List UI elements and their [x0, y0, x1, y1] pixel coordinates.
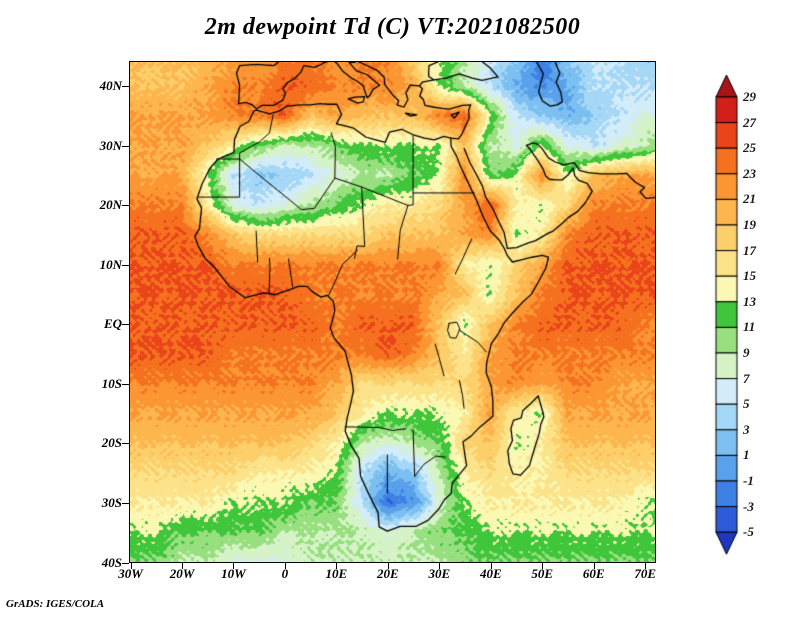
y-tick-mark [122, 205, 129, 207]
colorbar-label: 27 [743, 114, 756, 130]
colorbar-label: 19 [743, 217, 756, 232]
x-tick-mark [593, 563, 595, 569]
x-tick-mark [181, 563, 183, 569]
x-tick-label: 0 [281, 566, 289, 581]
y-tick-label: 10N [99, 256, 122, 272]
x-tick-mark [645, 563, 647, 569]
x-tick-label: 30E [428, 566, 451, 581]
colorbar-label: 7 [743, 370, 750, 386]
x-tick-label: 70E [634, 566, 657, 581]
x-tick-label: 10E [325, 566, 348, 581]
x-tick-label: 10W [221, 566, 246, 581]
y-tick-label: 20S [101, 435, 122, 451]
colorbar-label: 11 [743, 319, 756, 335]
y-tick-mark [122, 324, 129, 326]
colorbar-label: 5 [743, 396, 750, 412]
colorbar-label: 21 [743, 191, 756, 207]
y-tick-mark [122, 502, 129, 504]
x-tick-label: 20W [169, 566, 195, 581]
y-tick-label: 30N [99, 137, 122, 153]
y-tick-label: 10S [101, 375, 122, 391]
y-tick-mark [122, 264, 129, 266]
y-tick-mark [122, 145, 129, 147]
colorbar-label: 23 [743, 165, 756, 181]
colorbar-label: 9 [743, 345, 750, 360]
x-tick-label: 50E [531, 566, 554, 581]
plot-title: 2m dewpoint Td (C) VT:2021082500 [204, 14, 581, 40]
y-tick-label: EQ [103, 316, 122, 332]
x-tick-mark [130, 563, 132, 569]
y-tick-mark [122, 443, 129, 445]
y-tick-mark [122, 383, 129, 385]
y-tick-label: 30S [101, 494, 122, 510]
y-tick-mark [122, 86, 129, 88]
map-plot-area [129, 61, 656, 563]
colorbar-label: 3 [743, 421, 750, 437]
y-tick-label: 20N [99, 197, 122, 213]
y-tick-mark [122, 562, 129, 564]
x-tick-label: 40E [479, 566, 502, 581]
x-tick-label: 20E [377, 566, 399, 581]
y-tick-label: 40N [99, 78, 122, 94]
colorbar-canvas [714, 73, 740, 559]
colorbar-label: 13 [743, 293, 756, 309]
x-tick-mark [439, 563, 441, 569]
x-tick-label: 30W [118, 566, 143, 581]
x-tick-mark [542, 563, 544, 569]
x-tick-mark [490, 563, 492, 569]
x-tick-mark [336, 563, 338, 569]
colorbar-label: 29 [743, 89, 756, 104]
y-tick-label: 40S [101, 554, 122, 570]
colorbar-label: 17 [743, 242, 756, 258]
x-tick-mark [233, 563, 235, 569]
colorbar-label: 25 [743, 140, 756, 156]
colorbar-label: -1 [743, 473, 754, 488]
x-tick-mark [284, 563, 286, 569]
credit-text: GrADS: IGES/COLA [6, 598, 105, 610]
x-tick-label: 60E [582, 566, 605, 581]
colorbar-label: -3 [743, 498, 754, 514]
colorbar-label: 15 [743, 268, 756, 284]
map-canvas [130, 62, 655, 562]
colorbar-label: 1 [743, 447, 750, 463]
x-tick-mark [387, 563, 389, 569]
colorbar-label: -5 [743, 524, 754, 540]
